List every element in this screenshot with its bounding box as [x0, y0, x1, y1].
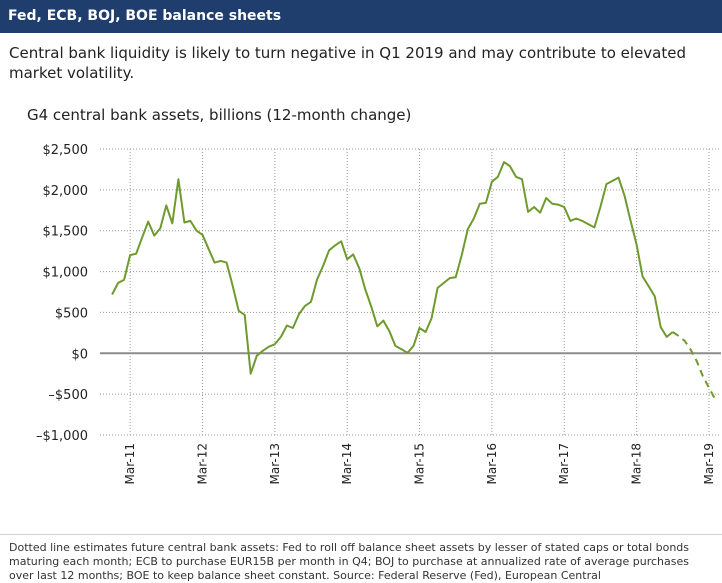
subtitle: Central bank liquidity is likely to turn… — [9, 44, 686, 82]
x-axis: Mar-11 Mar-12 Mar-13 Mar-14 Mar-15 Mar-16 Mar-… — [123, 443, 716, 484]
x-tick-label: Mar-14 — [340, 443, 354, 484]
x-tick-label: Mar-18 — [630, 443, 644, 484]
x-tick-label: Mar-15 — [413, 443, 427, 484]
x-tick-label: Mar-19 — [702, 443, 716, 484]
y-tick-label: $1,500 — [43, 225, 89, 240]
y-tick-label: $500 — [55, 306, 88, 321]
y-tick-label: $0 — [71, 347, 88, 362]
x-tick-label: Mar-16 — [485, 443, 499, 484]
x-tick-label: Mar-13 — [268, 443, 282, 484]
chart-title: G4 central bank assets, billions (12-mon… — [27, 106, 412, 124]
header-title: Fed, ECB, BOJ, BOE balance sheets — [8, 8, 282, 24]
header-bar: Fed, ECB, BOJ, BOE balance sheets — [0, 0, 722, 33]
y-tick-label: –$500 — [48, 388, 88, 403]
chart-series — [111, 161, 716, 400]
line-chart: $2,500 $2,000 $1,500 $1,000 $500 $0 –$500 –$1,0… — [36, 143, 721, 484]
actual-series-line — [111, 161, 674, 375]
chart-grid — [100, 148, 721, 436]
y-tick-label: $2,000 — [43, 184, 89, 199]
footnote: Dotted line estimates future central ban… — [9, 541, 690, 582]
y-tick-label: $1,000 — [43, 266, 89, 281]
y-axis: $2,500 $2,000 $1,500 $1,000 $500 $0 –$500 –$1,0… — [36, 143, 88, 444]
estimate-series-line — [672, 331, 716, 400]
footnote-divider — [0, 534, 722, 535]
x-tick-label: Mar-11 — [123, 443, 137, 484]
x-tick-label: Mar-12 — [195, 443, 209, 484]
x-tick-label: Mar-17 — [557, 443, 571, 484]
y-tick-label: $2,500 — [43, 143, 89, 158]
y-tick-label: –$1,000 — [36, 429, 88, 444]
